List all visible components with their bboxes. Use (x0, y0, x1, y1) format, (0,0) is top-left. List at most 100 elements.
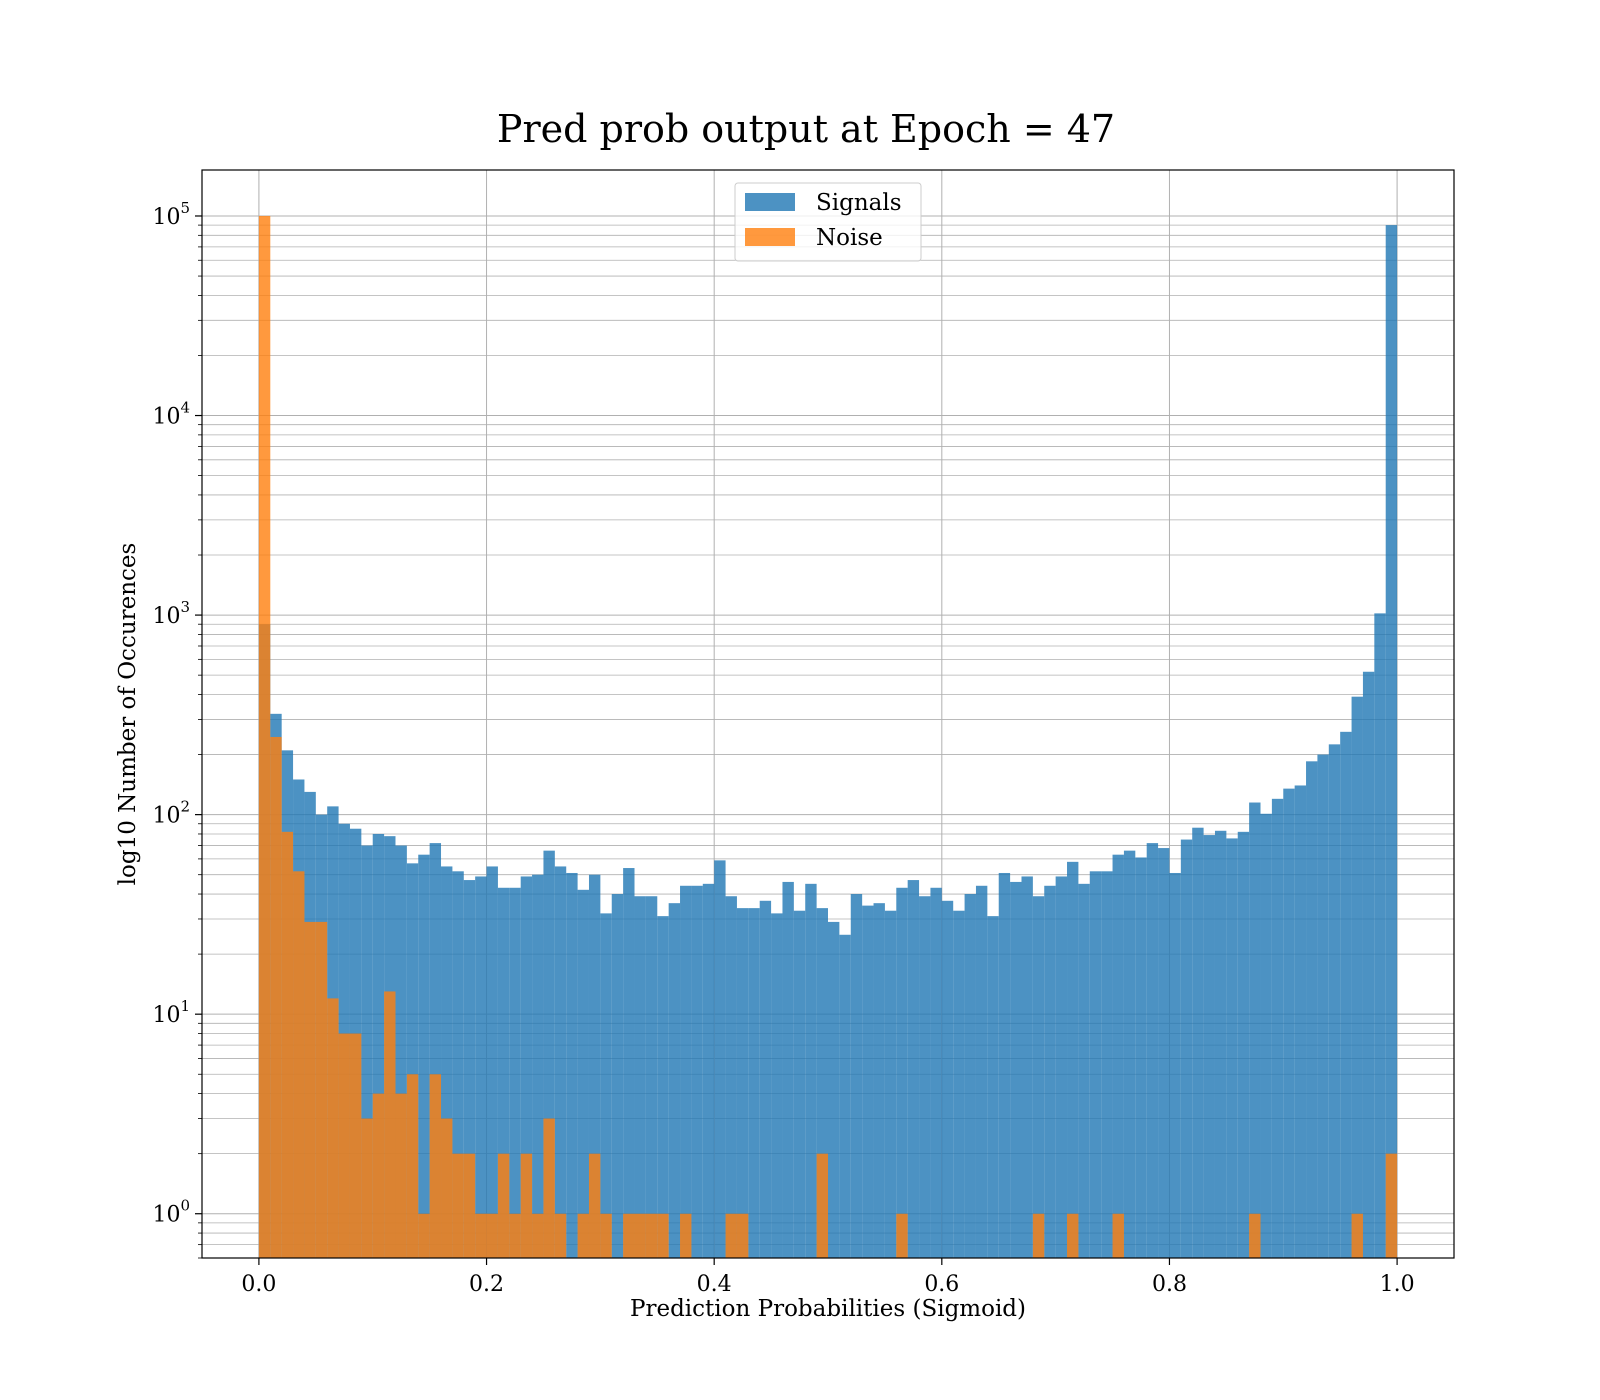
bar-signals-91 (1294, 785, 1307, 1258)
bar-signals-30 (600, 913, 612, 1258)
x-tick-label-4: 0.8 (1152, 1272, 1187, 1297)
bar-signals-24 (532, 874, 544, 1258)
chart-title: Pred prob output at Epoch = 47 (497, 107, 1115, 151)
bar-signals-42 (736, 908, 749, 1258)
bar-noise-42 (736, 1213, 749, 1258)
bar-signals-74 (1101, 871, 1113, 1258)
bar-noise-0 (258, 215, 271, 1258)
bar-noise-26 (554, 1213, 567, 1258)
bar-signals-75 (1112, 854, 1124, 1258)
bar-noise-49 (816, 1153, 828, 1258)
bar-noise-21 (497, 1153, 510, 1258)
bar-signals-69 (1044, 885, 1056, 1258)
bar-signals-34 (645, 896, 658, 1258)
bar-signals-83 (1203, 835, 1215, 1258)
x-tick-label-0: 0.0 (241, 1272, 276, 1297)
bar-signals-52 (850, 894, 863, 1258)
x-axis-label: Prediction Probabilities (Sigmoid) (630, 1296, 1026, 1322)
bar-signals-33 (634, 896, 646, 1258)
bar-signals-37 (680, 885, 692, 1258)
bar-signals-36 (668, 903, 681, 1258)
bar-signals-81 (1180, 839, 1193, 1258)
bar-noise-4 (304, 921, 316, 1258)
bar-noise-17 (452, 1153, 464, 1258)
bar-noise-33 (634, 1213, 646, 1258)
legend-swatch-noise (745, 228, 795, 246)
bar-signals-92 (1306, 761, 1318, 1258)
bar-signals-28 (577, 889, 589, 1258)
y-tick-label-3: 103 (152, 598, 190, 629)
bar-noise-13 (406, 1074, 419, 1258)
bar-noise-9 (361, 1118, 373, 1258)
bar-signals-77 (1135, 857, 1147, 1258)
bar-signals-88 (1260, 813, 1272, 1258)
bar-noise-8 (349, 1033, 362, 1258)
bar-signals-41 (725, 896, 737, 1258)
bar-signals-97 (1362, 671, 1375, 1258)
bar-signals-98 (1374, 613, 1386, 1258)
bar-noise-10 (372, 1093, 385, 1258)
x-tick-label-1: 0.2 (469, 1272, 504, 1297)
bar-signals-90 (1283, 788, 1295, 1258)
bar-signals-48 (805, 883, 817, 1258)
bar-signals-86 (1237, 831, 1250, 1258)
bar-noise-87 (1249, 1213, 1261, 1258)
bar-noise-2 (281, 831, 294, 1258)
bar-noise-22 (509, 1213, 521, 1258)
bar-signals-53 (862, 905, 874, 1258)
bar-signals-17 (452, 871, 464, 1258)
y-axis: 100 101 102 103 104 105 (152, 199, 202, 1259)
bar-noise-11 (384, 991, 396, 1258)
bar-noise-29 (588, 1153, 601, 1258)
y-tick-label-2: 102 (152, 798, 190, 829)
legend-label-noise: Noise (816, 225, 883, 251)
bar-noise-3 (293, 871, 305, 1258)
bar-noise-5 (315, 921, 328, 1258)
bar-noise-68 (1032, 1213, 1045, 1258)
bar-noise-71 (1067, 1213, 1079, 1258)
bar-noise-25 (543, 1118, 555, 1258)
bar-noise-30 (600, 1213, 612, 1258)
bar-noise-41 (725, 1213, 737, 1258)
bar-signals-87 (1249, 802, 1261, 1258)
bar-noise-19 (475, 1213, 487, 1258)
legend-label-signals: Signals (816, 190, 902, 216)
bar-signals-15 (429, 843, 442, 1258)
bar-signals-89 (1271, 798, 1284, 1258)
legend-swatch-signals (745, 193, 795, 211)
bar-signals-70 (1055, 876, 1068, 1258)
bar-signals-55 (884, 910, 897, 1258)
bar-signals-71 (1067, 861, 1079, 1258)
bar-signals-50 (828, 921, 840, 1258)
bar-signals-59 (930, 887, 942, 1258)
bar-noise-18 (463, 1153, 476, 1258)
bar-noise-34 (645, 1213, 658, 1258)
bar-signals-18 (463, 880, 476, 1258)
bar-signals-43 (748, 908, 760, 1258)
bar-signals-38 (691, 885, 703, 1258)
bar-signals-93 (1317, 754, 1329, 1258)
legend: Signals Noise (734, 182, 922, 262)
bar-noise-37 (680, 1213, 692, 1258)
bar-noise-12 (395, 1093, 407, 1258)
y-tick-label-4: 104 (152, 399, 190, 430)
bar-noise-7 (338, 1033, 350, 1258)
bar-signals-65 (998, 872, 1011, 1258)
bar-signals-80 (1169, 872, 1181, 1258)
bar-signals-16 (441, 866, 453, 1258)
bar-signals-32 (623, 868, 635, 1258)
x-axis: 0.0 0.2 0.4 0.6 0.8 1.0 (241, 1258, 1415, 1297)
bar-noise-75 (1112, 1213, 1124, 1258)
y-tick-label-0: 100 (152, 1197, 190, 1228)
bar-signals-94 (1328, 744, 1341, 1258)
bar-noise-6 (327, 998, 339, 1258)
bar-signals-44 (759, 900, 772, 1258)
y-axis-label: log10 Number of Occurences (115, 543, 141, 886)
bar-signals-51 (839, 934, 851, 1258)
bar-signals-10 (372, 833, 385, 1258)
bar-signals-40 (714, 860, 726, 1258)
bar-noise-56 (896, 1213, 908, 1258)
bar-signals-67 (1021, 876, 1033, 1258)
bar-signals-46 (782, 881, 794, 1258)
